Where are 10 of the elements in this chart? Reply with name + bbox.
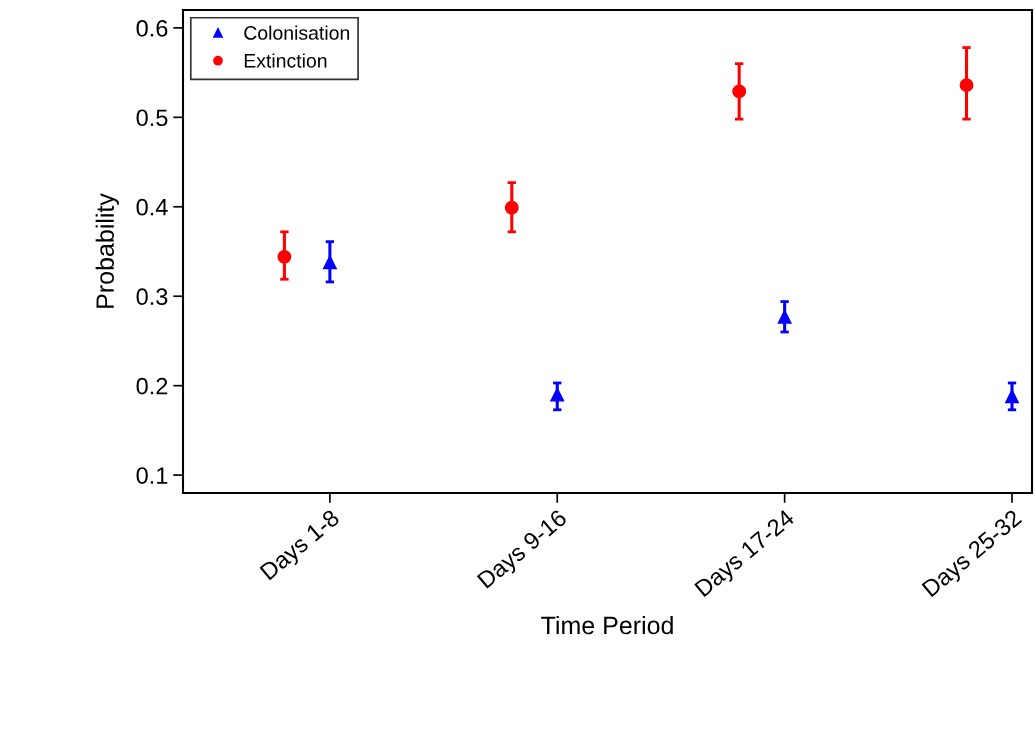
y-axis-title: Probability [95,193,119,308]
y-tick-label: 0.1 [136,467,168,484]
legend-label: Extinction [244,53,327,68]
y-tick-label: 0.4 [136,198,168,216]
y-tick-label: 0.6 [136,19,168,37]
y-tick-label: 0.5 [136,109,168,127]
y-tick-label: 0.2 [136,377,168,395]
legend-label: Colonisation [244,25,350,40]
x-axis-title: Time Period [541,615,673,635]
y-tick-label: 0.3 [136,288,168,306]
